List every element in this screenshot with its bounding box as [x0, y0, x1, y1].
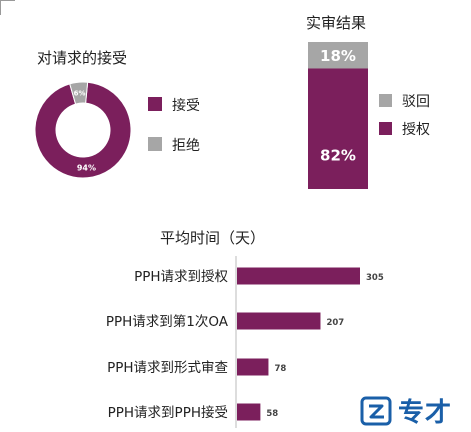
brand-logo: 专才	[360, 392, 452, 429]
legend-swatch	[148, 97, 162, 111]
category-label: PPH请求到第1次OA	[106, 313, 229, 330]
donut-title: 对请求的接受	[37, 49, 127, 67]
legend-swatch	[148, 137, 162, 151]
bar-value-label: 58	[266, 409, 278, 419]
stacked-segment-reject	[308, 42, 368, 69]
brand-logo-icon	[360, 396, 392, 425]
donut-slice-accept	[34, 81, 132, 179]
legend-swatch	[379, 94, 392, 107]
donut-data-label: 94%	[77, 163, 96, 172]
brand-logo-text: 专才	[398, 398, 453, 428]
bar-value-label: 305	[366, 273, 384, 283]
category-label: PPH请求到授权	[134, 268, 228, 285]
legend-swatch	[379, 122, 392, 135]
horizontal-bar	[237, 403, 261, 421]
horizontal-bar-title: 平均时间（天）	[160, 229, 265, 247]
legend-label: 驳回	[402, 94, 430, 110]
category-label: PPH请求到形式审查	[107, 360, 228, 376]
stacked-data-label: 82%	[320, 146, 356, 164]
horizontal-bar-chart: 平均时间（天） PPH请求到授权 305 PPH请求到第1次OA 207 PPH请求到形…	[106, 229, 384, 428]
category-label: PPH请求到PPH接受	[108, 404, 228, 421]
horizontal-bar	[237, 358, 269, 376]
stacked-bars: 18% 82%	[308, 42, 368, 189]
stacked-segment-grant	[308, 68, 368, 189]
donut-data-label: 6%	[74, 90, 86, 98]
stacked-data-label: 18%	[320, 47, 356, 65]
legend-label: 授权	[402, 122, 430, 138]
donut-slices	[34, 81, 132, 179]
donut-labels: 94% 6%	[74, 90, 96, 173]
stacked-bar-title: 实审结果	[306, 14, 366, 32]
bar-value-label: 78	[274, 364, 286, 374]
horizontal-bar	[237, 267, 360, 285]
legend-label: 拒绝	[172, 138, 200, 154]
horizontal-bars: PPH请求到授权 305 PPH请求到第1次OA 207 PPH请求到形式审查 78 PPH…	[106, 267, 384, 421]
horizontal-bar	[237, 312, 321, 330]
donut-slice-reject	[69, 81, 89, 105]
bar-value-label: 207	[326, 318, 344, 328]
legend-label: 接受	[172, 97, 200, 114]
corner-mark	[0, 0, 15, 15]
